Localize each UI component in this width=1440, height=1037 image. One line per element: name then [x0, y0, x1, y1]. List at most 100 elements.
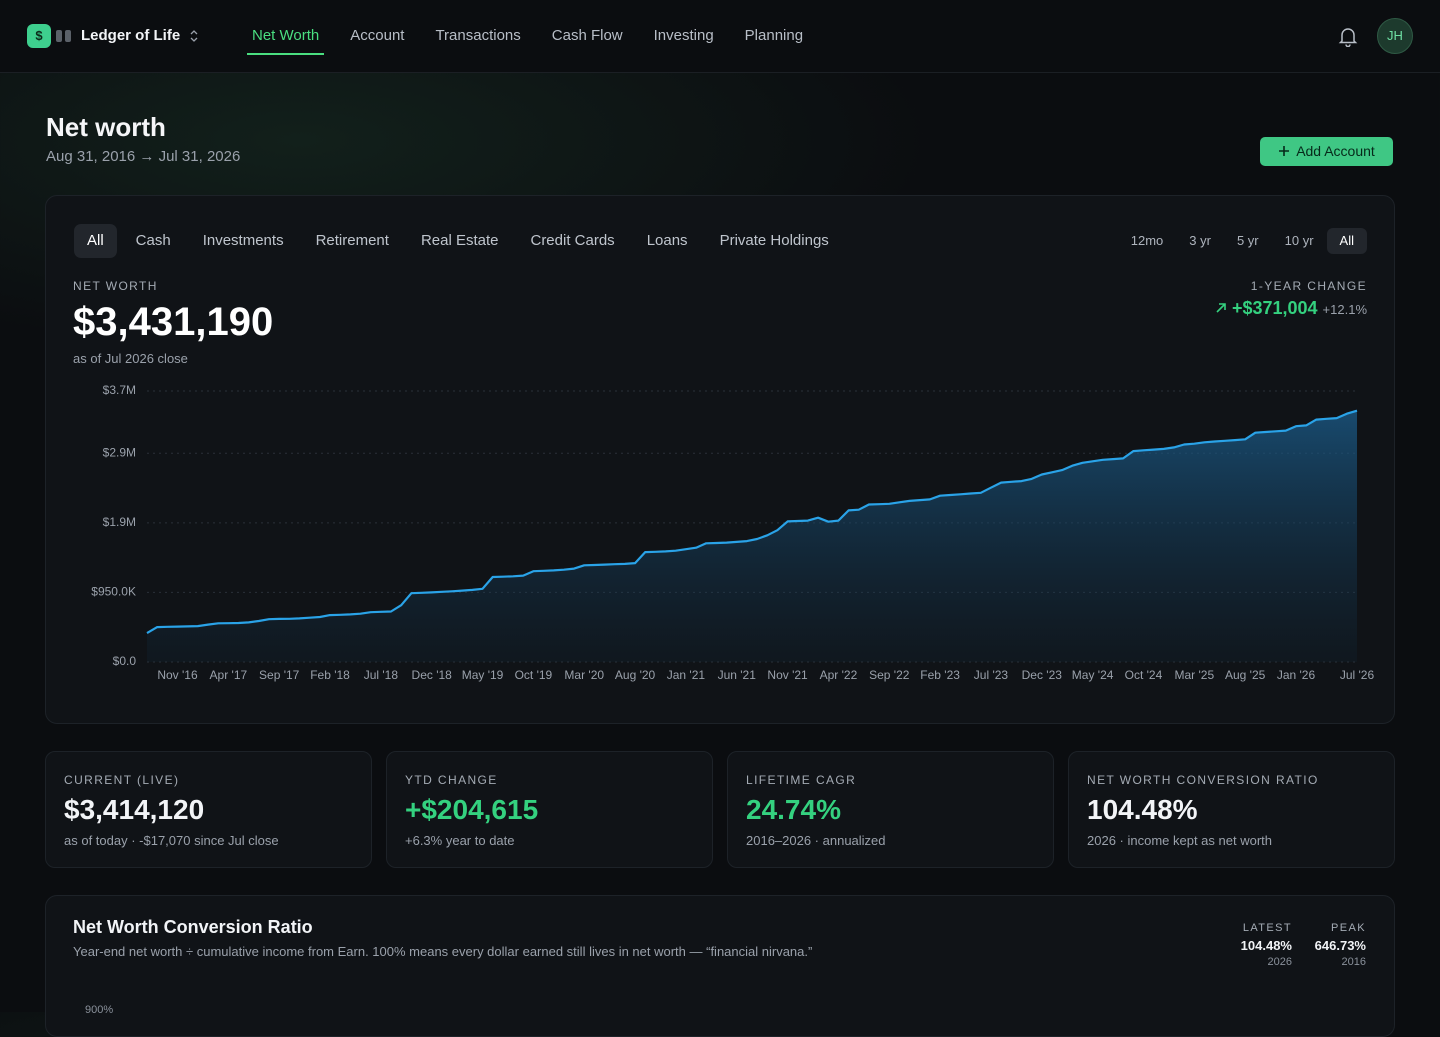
change-row: +$371,004 +12.1%: [1215, 298, 1367, 319]
x-tick-label: Oct '24: [1125, 668, 1163, 682]
button-label: Add Account: [1296, 143, 1375, 159]
logo-dot: [56, 30, 62, 42]
latest-block: LATEST 104.48% 2026: [1241, 922, 1292, 968]
line: [146, 409, 1358, 635]
peak-year: 2016: [1341, 956, 1366, 968]
ratio-tick-label: 900%: [85, 1004, 114, 1016]
x-tick-label: May '24: [1072, 668, 1114, 682]
nav-tab[interactable]: Account: [350, 27, 405, 44]
y-tick-label: $3.7M: [103, 383, 136, 397]
nav-tab[interactable]: Net Worth: [247, 0, 324, 55]
ratio-description: Year-end net worth ÷ cumulative income f…: [73, 944, 813, 959]
stat-note: 2016–2026 · annualized: [746, 833, 886, 848]
stat-note: 2026 · income kept as net worth: [1087, 833, 1272, 848]
x-tick-label: Sep '22: [869, 668, 910, 682]
nav-tab[interactable]: Planning: [744, 27, 804, 44]
bell-path: [1338, 28, 1358, 47]
range-filter[interactable]: All: [1326, 228, 1367, 254]
category-filter[interactable]: Cash: [135, 232, 171, 249]
avatar[interactable]: JH: [1377, 18, 1413, 54]
x-tick-label: Nov '16: [157, 668, 198, 682]
arrow-path: [1216, 303, 1226, 313]
brand[interactable]: Ledger of Life: [81, 27, 181, 44]
latest-value: 104.48%: [1240, 938, 1292, 953]
x-tick-label: Mar '20: [564, 668, 604, 682]
top-nav: $ Ledger of Life Net Worth Account Transac…: [0, 0, 1440, 73]
latest-label: LATEST: [1242, 922, 1292, 934]
stat-label: YTD CHANGE: [405, 773, 498, 787]
y-tick-label: $950.0K: [91, 585, 136, 599]
bell-icon[interactable]: [1337, 25, 1359, 47]
change-label: 1-YEAR CHANGE: [1250, 279, 1367, 293]
category-filter[interactable]: Private Holdings: [719, 232, 829, 249]
range-filter[interactable]: 10 yr: [1284, 233, 1314, 248]
stat-value: 104.48%: [1087, 794, 1198, 825]
latest-year: 2026: [1267, 956, 1292, 968]
brand-chevron[interactable]: [189, 29, 199, 43]
nav-tab[interactable]: Investing: [653, 27, 714, 44]
y-tick-label: $2.9M: [103, 445, 136, 459]
peak-label: PEAK: [1331, 922, 1366, 934]
x-tick-label: Jul '23: [974, 668, 1009, 682]
change-value: +$371,004: [1231, 298, 1318, 318]
x-tick-label: Jul '26: [1340, 668, 1375, 682]
range-filters: 12mo 3 yr 5 yr 10 yr All: [1118, 228, 1367, 254]
range-filter[interactable]: 12mo: [1130, 233, 1164, 248]
category-filter[interactable]: Investments: [202, 232, 284, 249]
y-tick-label: $0.0: [113, 654, 137, 668]
range-filter[interactable]: 3 yr: [1189, 233, 1211, 248]
stat-card: YTD CHANGE +$204,615 +6.3% year to date: [386, 751, 713, 868]
stat-card: NET WORTH CONVERSION RATIO 104.48% 2026 · …: [1068, 751, 1395, 868]
stat-label: LIFETIME CAGR: [746, 773, 857, 787]
stat-note: as of today · -$17,070 since Jul close: [64, 833, 279, 848]
x-tick-label: Feb '23: [920, 668, 960, 682]
logo[interactable]: $: [27, 24, 51, 48]
x-tick-label: Jun '21: [718, 668, 757, 682]
plus-icon: [1279, 146, 1290, 156]
stat-value: 24.74%: [746, 794, 841, 825]
x-tick-label: Apr '22: [820, 668, 858, 682]
x-tick-label: Mar '25: [1174, 668, 1214, 682]
stat-card: LIFETIME CAGR 24.74% 2016–2026 · annualize…: [727, 751, 1054, 868]
ratio-title: Net Worth Conversion Ratio: [73, 917, 313, 937]
category-filter[interactable]: Retirement: [315, 232, 389, 249]
category-filter[interactable]: Credit Cards: [530, 232, 615, 249]
x-tick-label: Nov '21: [767, 668, 808, 682]
summary-value: $3,431,190: [73, 300, 274, 344]
area: [147, 410, 1357, 662]
category-filter[interactable]: Real Estate: [420, 232, 499, 249]
y-tick-label: $1.9M: [103, 515, 136, 529]
date-range: Aug 31, 2016 → Jul 31, 2026: [46, 148, 241, 165]
range-filter[interactable]: 5 yr: [1236, 233, 1259, 248]
chevron-path: [190, 30, 198, 42]
peak-value: 646.73%: [1314, 938, 1366, 953]
page-title: Net worth: [46, 112, 166, 142]
x-tick-label: Aug '20: [615, 668, 656, 682]
stat-label: CURRENT (LIVE): [64, 773, 180, 787]
x-tick-label: Dec '18: [412, 668, 453, 682]
x-tick-label: May '19: [462, 668, 504, 682]
peak-block: PEAK 646.73% 2016: [1315, 922, 1366, 968]
category-filter[interactable]: All: [74, 224, 117, 258]
summary-note: as of Jul 2026 close: [73, 351, 188, 366]
stat-note: +6.3% year to date: [405, 833, 515, 848]
stat-card: CURRENT (LIVE) $3,414,120 as of today · -$…: [45, 751, 372, 868]
nav-tab[interactable]: Transactions: [435, 27, 521, 44]
logo-dot: [65, 30, 71, 42]
x-tick-label: Sep '17: [259, 668, 300, 682]
net-worth-chart: $0.0 $950.0K $1.9M $2.9M $3.7M Nov '16 Apr '17…: [91, 383, 1375, 682]
add-account-button[interactable]: Add Account: [1260, 137, 1393, 166]
change-pct: +12.1%: [1322, 302, 1367, 317]
stat-value: +$204,615: [405, 794, 539, 825]
category-filters: All Cash Investments Retirement Real Estate C…: [74, 224, 848, 258]
stat-label: NET WORTH CONVERSION RATIO: [1087, 773, 1319, 787]
category-filter[interactable]: Loans: [646, 232, 688, 249]
stat-value: $3,414,120: [64, 794, 205, 825]
up-arrow: [1216, 303, 1226, 313]
x-tick-label: Apr '17: [210, 668, 248, 682]
nav-tab[interactable]: Cash Flow: [551, 27, 623, 44]
plus-path: [1279, 146, 1290, 156]
x-tick-label: Feb '18: [310, 668, 350, 682]
x-tick-label: Aug '25: [1225, 668, 1266, 682]
